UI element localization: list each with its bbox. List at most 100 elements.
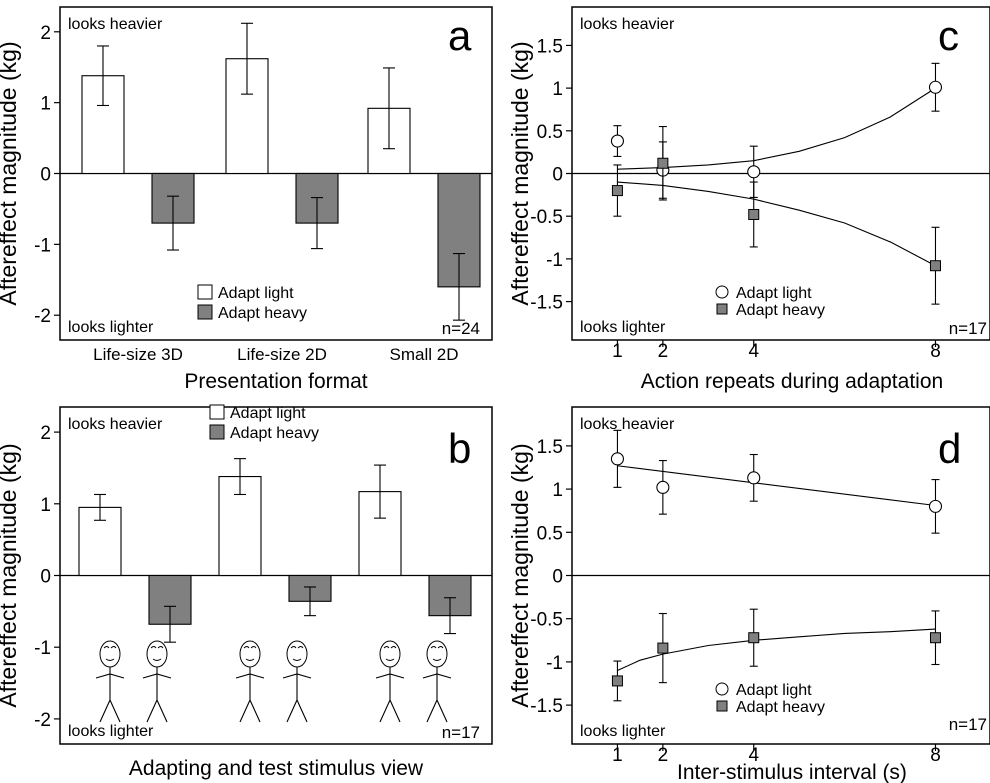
fit-curve	[617, 87, 936, 170]
note-lighter: looks lighter	[580, 723, 666, 740]
note-heavier: looks heavier	[580, 16, 675, 33]
point-light	[656, 480, 670, 494]
x-tick-label: 2	[658, 341, 669, 362]
y-tick-label: 1	[40, 94, 51, 115]
note-heavier: looks heavier	[68, 16, 163, 33]
sample-size: n=24	[442, 319, 480, 338]
figure-head	[286, 640, 308, 668]
stick-figure-icon	[142, 640, 172, 723]
point-heavy	[611, 675, 623, 687]
legend-marker	[716, 303, 728, 315]
y-tick-label: 0	[40, 567, 51, 588]
legend-label: Adapt light	[736, 682, 812, 699]
panel-letter: b	[448, 425, 471, 472]
figure-body	[235, 667, 265, 723]
figure-face	[383, 646, 397, 661]
figure-face	[103, 646, 117, 661]
x-tick-label: 8	[930, 745, 941, 766]
y-axis-label: Aftereffect magnitude (kg)	[507, 41, 533, 305]
y-tick-label: -1	[546, 653, 563, 674]
legend-label: Adapt heavy	[218, 305, 307, 322]
stick-figure-icon	[422, 640, 452, 723]
panel-a: -2 -1 0 1 2 Aftereffect magnitude (kg) Present…	[0, 6, 493, 393]
panel-letter: c	[938, 12, 959, 59]
legend-label: Adapt light	[736, 285, 812, 302]
point-heavy	[611, 185, 623, 197]
y-axis-label: Aftereffect magnitude (kg)	[507, 443, 533, 707]
point-heavy	[657, 642, 669, 654]
point-light	[928, 499, 943, 513]
figure-head	[99, 640, 121, 668]
category-label: Life-size 3D	[93, 345, 183, 364]
figure-body	[142, 667, 172, 723]
point-light	[747, 471, 761, 485]
point-heavy	[748, 208, 760, 220]
legend-marker	[716, 700, 728, 712]
y-axis-label: Aftereffect magnitude (kg)	[0, 443, 21, 707]
legend-swatch	[209, 404, 225, 420]
sample-size: n=17	[442, 723, 480, 742]
figure-face	[150, 646, 164, 661]
x-axis-label: Inter-stimulus interval (s)	[677, 761, 907, 783]
point-light	[747, 165, 761, 179]
sample-size: n=17	[949, 715, 987, 734]
point-heavy	[929, 632, 941, 644]
figure-body	[422, 667, 452, 723]
point-heavy	[657, 157, 669, 169]
legend-marker	[715, 682, 729, 696]
y-tick-label: -1	[34, 638, 51, 659]
note-lighter: looks lighter	[68, 319, 154, 336]
legend-swatch	[197, 304, 213, 320]
note-heavier: looks heavier	[580, 416, 675, 433]
note-lighter: looks lighter	[580, 319, 666, 336]
y-tick-label: -1	[34, 235, 51, 256]
fit-curve	[617, 465, 936, 507]
y-tick-label: -1	[546, 250, 563, 271]
y-tick-label: 1	[552, 480, 563, 501]
point-light	[928, 80, 943, 94]
legend-label: Adapt heavy	[736, 699, 825, 716]
figure-face	[290, 646, 304, 661]
y-tick-label: 1.5	[537, 36, 563, 57]
panel-letter: d	[938, 425, 961, 472]
legend-swatch	[209, 424, 225, 440]
panel-letter: a	[448, 12, 472, 59]
x-axis-label: Adapting and test stimulus view	[129, 757, 424, 780]
point-heavy	[748, 632, 760, 644]
stick-figure-icon	[282, 640, 312, 723]
figure-head	[146, 640, 168, 668]
note-lighter: looks lighter	[68, 723, 154, 740]
y-tick-label: -0.5	[530, 207, 563, 228]
legend-label: Adapt heavy	[230, 425, 319, 442]
x-tick-label: 2	[658, 745, 669, 766]
y-tick-label: 1	[40, 495, 51, 516]
y-tick-label: 2	[40, 423, 51, 444]
sample-size: n=17	[949, 319, 987, 338]
y-tick-label: 2	[40, 23, 51, 44]
y-tick-label: -1.5	[530, 293, 563, 314]
figure-face	[430, 646, 444, 661]
fit-curve	[617, 181, 936, 267]
stick-figure-icon	[375, 640, 405, 723]
figure-body	[282, 667, 312, 723]
stick-figure-icon	[95, 640, 125, 723]
point-light	[610, 134, 624, 148]
category-label: Life-size 2D	[237, 345, 327, 364]
stick-figure-icon	[235, 640, 265, 723]
y-tick-label: 1	[552, 79, 563, 100]
figure-head	[426, 640, 448, 668]
legend-label: Adapt heavy	[736, 302, 825, 319]
figure-head	[239, 640, 261, 668]
y-tick-label: -0.5	[530, 610, 563, 631]
x-tick-label: 1	[612, 745, 623, 766]
figure-body	[95, 667, 125, 723]
y-tick-label: 0	[552, 567, 563, 588]
panel-b: -2 -1 0 1 2 Aftereffect magnitude (kg) Adaptin…	[0, 404, 493, 780]
legend-swatch	[197, 284, 213, 300]
point-light	[610, 452, 624, 466]
y-tick-label: -2	[34, 710, 51, 731]
legend-label: Adapt light	[218, 285, 294, 302]
